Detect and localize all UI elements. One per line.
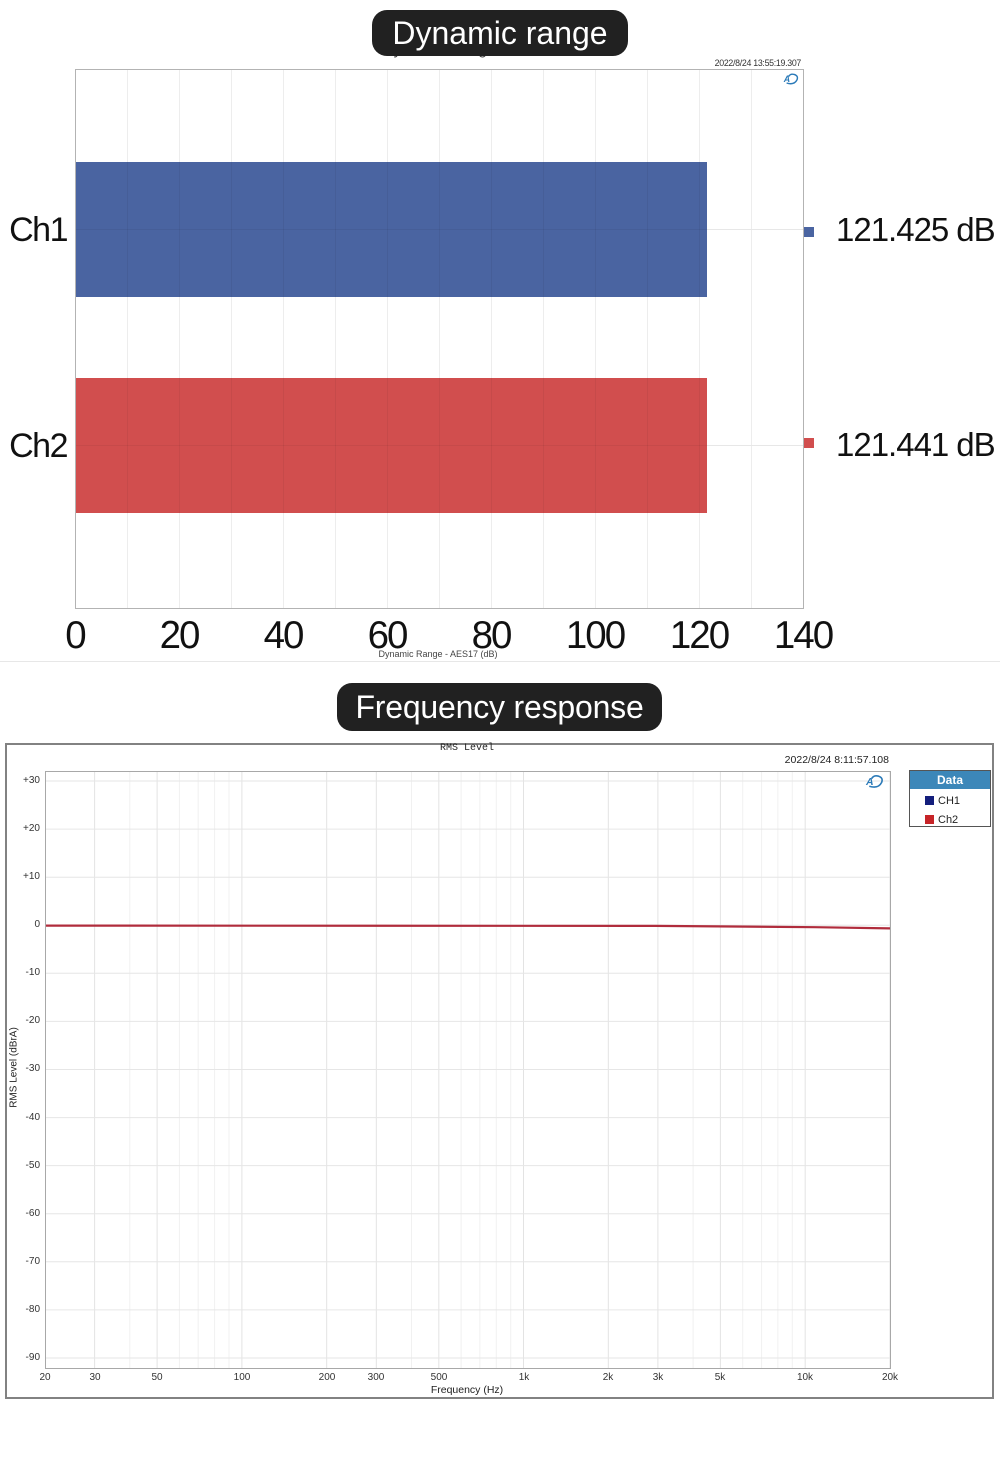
svg-text:A: A: [865, 777, 873, 788]
svg-text:A: A: [783, 74, 790, 84]
